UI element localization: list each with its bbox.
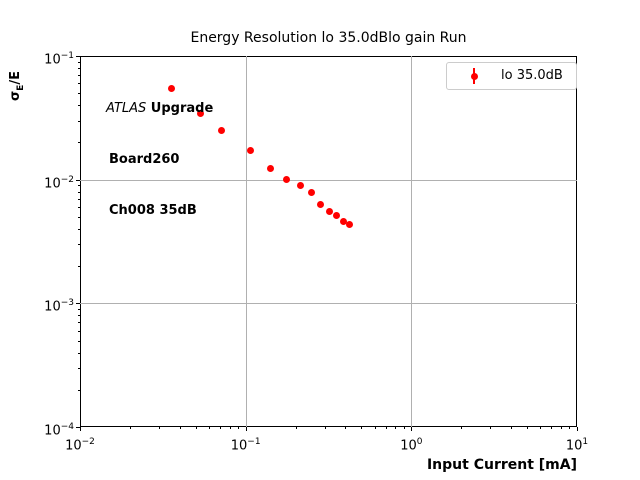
x-minor-tick	[129, 427, 131, 429]
y-tick-label: 10−3	[44, 298, 74, 315]
x-minor-tick	[560, 427, 562, 429]
x-tick-label: 101	[565, 437, 589, 454]
x-tick-label: 10−1	[230, 437, 261, 454]
x-minor-tick	[229, 427, 231, 429]
x-minor-tick	[374, 427, 376, 429]
y-major-tick	[76, 427, 80, 428]
x-minor-tick	[385, 427, 387, 429]
x-axis-label: Input Current [mA]	[426, 457, 577, 473]
x-minor-tick	[220, 427, 221, 429]
y-axis-label-rest: /E	[8, 71, 24, 85]
x-minor-tick	[345, 427, 347, 429]
errorbar-dot	[470, 72, 478, 80]
x-tick-label: 10−2	[65, 437, 95, 454]
x-minor-tick	[361, 427, 363, 429]
errorbar-marker-icon	[447, 63, 501, 89]
y-axis-label: σE/E	[8, 71, 26, 101]
x-minor-tick	[295, 427, 297, 429]
annotation-line-2: Board260	[109, 152, 180, 167]
x-major-tick	[411, 427, 413, 431]
x-minor-tick	[395, 427, 397, 429]
plot-area	[80, 56, 577, 427]
legend-box: lo 35.0dB	[446, 62, 577, 90]
x-major-tick	[577, 427, 578, 431]
x-minor-tick	[527, 427, 529, 429]
x-major-tick	[245, 427, 247, 431]
x-minor-tick	[551, 427, 553, 429]
annotation-block: ATLAS Upgrade Board260 Ch008 35dB	[106, 66, 213, 253]
x-major-tick	[80, 427, 81, 431]
annotation-atlas: ATLAS	[106, 101, 147, 116]
y-axis-label-subscript: E	[15, 84, 26, 91]
annotation-upgrade: Upgrade	[146, 101, 214, 116]
legend-label: lo 35.0dB	[501, 68, 563, 83]
x-minor-tick	[179, 427, 181, 429]
x-minor-tick	[195, 427, 197, 429]
x-minor-tick	[490, 427, 492, 429]
y-tick-label: 10−4	[44, 422, 74, 439]
x-tick-label: 100	[400, 437, 423, 454]
x-minor-tick	[461, 427, 463, 429]
x-minor-tick	[511, 427, 513, 429]
x-minor-tick	[208, 427, 210, 429]
annotation-line-3: Ch008 35dB	[109, 203, 197, 218]
x-minor-tick	[238, 427, 240, 429]
x-minor-tick	[403, 427, 405, 429]
y-tick-label: 10−1	[44, 51, 74, 68]
x-minor-tick	[569, 427, 571, 429]
y-axis-label-sigma: σ	[8, 90, 24, 101]
annotation-line-1: ATLAS Upgrade	[106, 100, 213, 117]
y-tick-label: 10−2	[44, 174, 74, 191]
x-minor-tick	[159, 427, 161, 429]
x-minor-tick	[540, 427, 542, 429]
x-minor-tick	[324, 427, 326, 429]
chart-title: Energy Resolution lo 35.0dBlo gain Run	[190, 30, 467, 46]
